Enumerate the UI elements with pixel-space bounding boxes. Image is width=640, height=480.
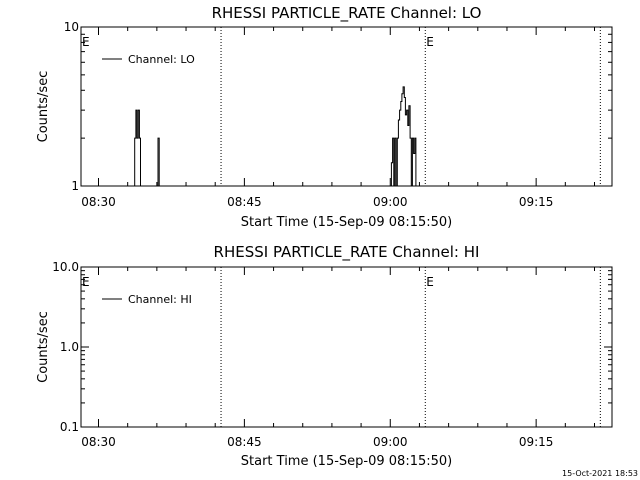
event-marker-label: E (426, 275, 434, 289)
x-tick-label: 08:45 (227, 435, 262, 449)
x-axis-label: Start Time (15-Sep-09 08:15:50) (241, 215, 452, 230)
y-tick-label: 10 (64, 20, 79, 34)
lo-channel-plot: RHESSI PARTICLE_RATE Channel: LO Start Ti… (36, 4, 613, 230)
chart-title: RHESSI PARTICLE_RATE Channel: LO (212, 4, 482, 23)
hi-channel-plot: RHESSI PARTICLE_RATE Channel: HI Start Ti… (36, 243, 613, 469)
event-marker-label: E (426, 35, 434, 49)
y-tick-label: 1 (71, 179, 79, 193)
x-tick-label: 09:00 (373, 195, 408, 209)
y-tick-label: 10.0 (52, 260, 79, 274)
y-tick-label: 1.0 (60, 340, 79, 354)
x-tick-label: 08:30 (81, 195, 116, 209)
plot-frame (80, 26, 613, 187)
legend-label: Channel: HI (128, 293, 192, 306)
y-axis-label: Counts/sec (36, 311, 51, 383)
x-tick-label: 08:30 (81, 435, 116, 449)
x-axis-label: Start Time (15-Sep-09 08:15:50) (241, 454, 452, 469)
event-marker-label: E (82, 275, 90, 289)
x-tick-label: 09:00 (373, 435, 408, 449)
y-axis-label: Counts/sec (36, 71, 51, 143)
x-tick-label: 09:15 (519, 435, 554, 449)
x-tick-label: 09:15 (519, 195, 554, 209)
y-tick-label: 0.1 (60, 420, 79, 434)
footer-timestamp: 15-Oct-2021 18:53 (562, 469, 638, 478)
chart-title: RHESSI PARTICLE_RATE Channel: HI (214, 243, 480, 262)
series-line (81, 86, 612, 187)
plot-frame (80, 266, 613, 428)
event-marker-label: E (82, 35, 90, 49)
x-tick-label: 08:45 (227, 195, 262, 209)
legend-label: Channel: LO (128, 53, 195, 66)
